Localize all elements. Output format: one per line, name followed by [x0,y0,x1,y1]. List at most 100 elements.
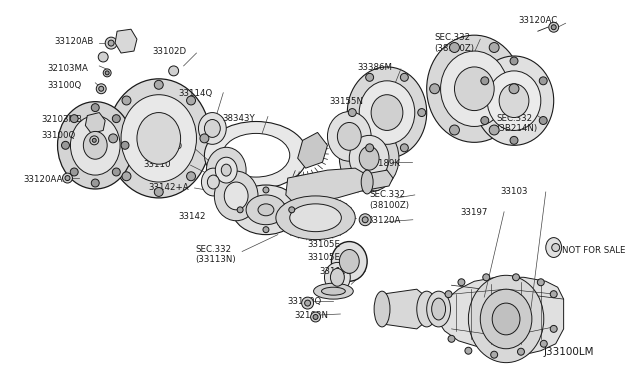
Circle shape [92,179,99,187]
Circle shape [105,37,117,49]
Circle shape [187,96,195,105]
Circle shape [551,25,556,30]
Text: J33100LM: J33100LM [544,347,595,357]
Circle shape [122,172,131,181]
Circle shape [359,214,371,226]
Circle shape [418,109,426,116]
Text: 33103: 33103 [500,187,527,196]
Circle shape [65,176,70,180]
Circle shape [540,340,547,347]
Circle shape [552,244,559,251]
Text: (33113N): (33113N) [195,256,236,264]
Circle shape [310,312,321,322]
Ellipse shape [314,283,353,299]
Text: 32103MB: 32103MB [42,115,83,124]
Circle shape [108,40,114,46]
Circle shape [154,187,163,196]
Circle shape [449,125,460,135]
Text: 33197: 33197 [460,208,488,217]
Text: 38189K: 38189K [367,159,400,168]
Ellipse shape [339,250,359,273]
Ellipse shape [417,291,436,327]
Ellipse shape [137,113,180,164]
Circle shape [548,22,559,32]
Circle shape [113,168,120,176]
Ellipse shape [349,135,389,181]
Circle shape [109,134,118,143]
Ellipse shape [468,275,544,363]
Ellipse shape [221,164,231,176]
Circle shape [313,314,318,320]
Circle shape [481,116,489,125]
Ellipse shape [258,204,274,216]
Circle shape [538,279,544,286]
Text: 33105E: 33105E [308,253,340,263]
Ellipse shape [480,289,532,349]
Text: 33142+A: 33142+A [149,183,189,192]
Ellipse shape [321,287,346,295]
Text: (38120Z): (38120Z) [435,44,475,53]
Polygon shape [436,277,564,355]
Circle shape [200,134,209,143]
Polygon shape [365,170,393,190]
Circle shape [113,115,120,123]
Text: 32103N: 32103N [294,311,329,320]
Text: 33386M: 33386M [357,63,392,72]
Circle shape [187,172,195,181]
Text: (38100Z): (38100Z) [369,201,409,210]
Text: 33102D: 33102D [149,142,183,151]
Circle shape [550,291,557,298]
Text: 33105E: 33105E [308,240,340,248]
Polygon shape [298,132,328,168]
Ellipse shape [330,268,344,286]
Ellipse shape [324,262,350,292]
Circle shape [429,84,440,94]
Ellipse shape [214,171,258,221]
Ellipse shape [454,67,494,110]
Ellipse shape [204,122,308,189]
Circle shape [305,300,310,306]
Ellipse shape [337,122,361,150]
Ellipse shape [374,291,390,327]
Ellipse shape [202,168,225,196]
Ellipse shape [215,157,237,183]
Text: SEC.332: SEC.332 [435,33,471,42]
Circle shape [169,66,179,76]
Circle shape [348,109,356,116]
Circle shape [92,138,96,142]
Circle shape [63,173,72,183]
Ellipse shape [207,175,220,189]
Circle shape [289,207,294,213]
Text: NOT FOR SALE: NOT FOR SALE [562,246,625,254]
Circle shape [362,217,368,223]
Text: 33114Q: 33114Q [179,89,213,98]
Circle shape [122,96,131,105]
Circle shape [518,348,524,355]
Text: 33120AC: 33120AC [518,16,557,25]
Ellipse shape [359,81,415,144]
Ellipse shape [224,182,248,210]
Circle shape [465,347,472,354]
Ellipse shape [246,195,286,225]
Circle shape [550,326,557,332]
Text: SEC.332: SEC.332 [496,113,532,122]
Circle shape [401,73,408,81]
Text: 33100Q: 33100Q [288,297,322,306]
Circle shape [540,116,547,125]
Text: 33142: 33142 [179,212,206,221]
Ellipse shape [328,112,371,161]
Ellipse shape [348,67,427,158]
Ellipse shape [546,238,562,257]
Text: 38343Y: 38343Y [222,113,255,122]
Circle shape [483,274,490,281]
Polygon shape [85,113,105,134]
Text: 33119E: 33119E [319,267,353,276]
Text: 33120A: 33120A [367,216,401,225]
Ellipse shape [499,84,529,118]
Ellipse shape [198,113,227,144]
Ellipse shape [371,95,403,131]
Ellipse shape [207,147,246,193]
Circle shape [96,84,106,94]
Ellipse shape [431,298,445,320]
Polygon shape [382,289,427,329]
